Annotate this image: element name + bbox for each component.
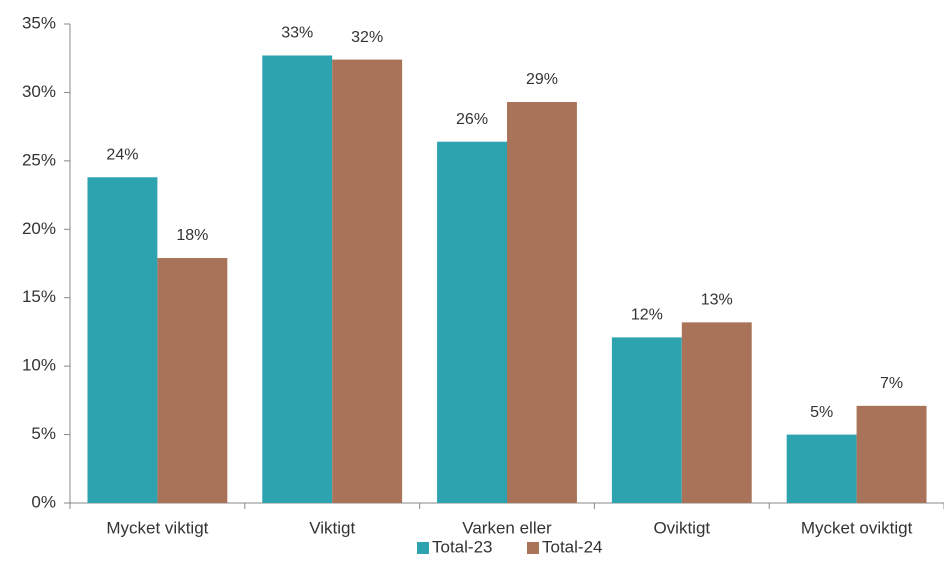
bar xyxy=(786,434,857,503)
bar xyxy=(87,177,158,503)
value-label: 5% xyxy=(810,404,833,421)
value-label: 29% xyxy=(526,71,558,88)
bar xyxy=(332,59,403,503)
value-label: 12% xyxy=(631,307,663,324)
y-tick-label: 10% xyxy=(22,356,56,375)
y-tick-label: 20% xyxy=(22,219,56,238)
bar xyxy=(856,405,927,503)
legend-label: Total-24 xyxy=(542,537,602,556)
bar xyxy=(611,337,682,503)
value-label: 33% xyxy=(281,25,313,42)
x-tick-label: Mycket oviktigt xyxy=(801,518,913,537)
bar xyxy=(681,322,752,503)
y-tick-label: 25% xyxy=(22,150,56,169)
value-label: 7% xyxy=(880,375,903,392)
value-label: 13% xyxy=(701,292,733,309)
x-tick-label: Viktigt xyxy=(309,518,355,537)
x-tick-label: Varken eller xyxy=(462,518,552,537)
bar xyxy=(157,258,228,503)
bar xyxy=(262,55,333,503)
value-label: 24% xyxy=(106,146,138,163)
bar xyxy=(507,102,577,503)
legend-swatch xyxy=(527,542,539,554)
y-tick-label: 30% xyxy=(22,82,56,101)
value-label: 26% xyxy=(456,111,488,128)
y-tick-label: 0% xyxy=(31,492,56,511)
x-tick-label: Mycket viktigt xyxy=(106,518,208,537)
y-tick-label: 5% xyxy=(31,424,56,443)
y-tick-label: 35% xyxy=(22,13,56,32)
value-label: 32% xyxy=(351,29,383,46)
x-tick-label: Oviktigt xyxy=(653,518,710,537)
bar xyxy=(437,141,507,503)
value-label: 18% xyxy=(176,227,208,244)
y-tick-label: 15% xyxy=(22,287,56,306)
legend-label: Total-23 xyxy=(432,537,492,556)
legend-swatch xyxy=(417,542,429,554)
